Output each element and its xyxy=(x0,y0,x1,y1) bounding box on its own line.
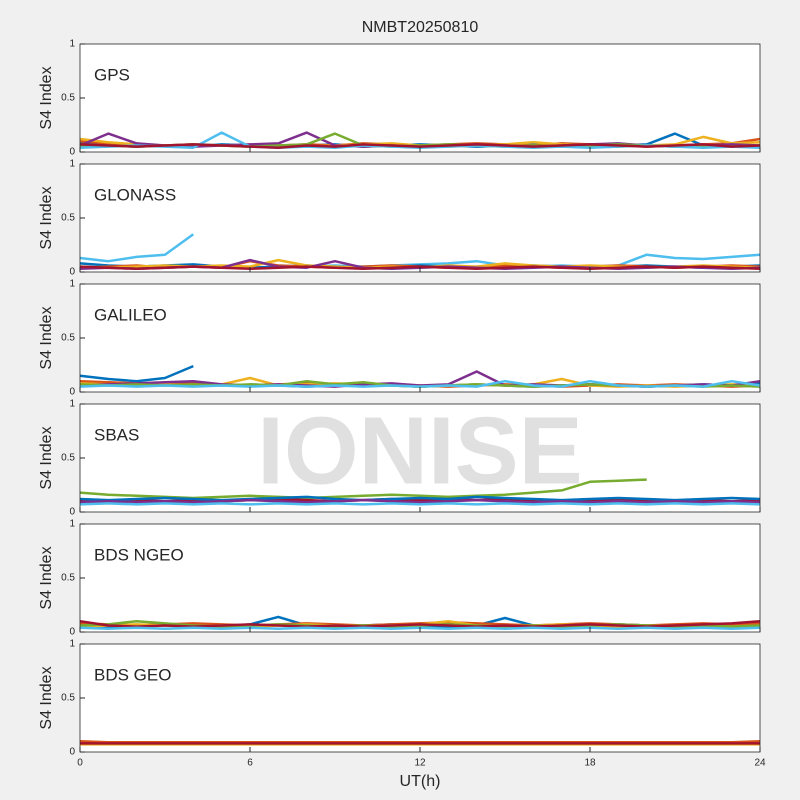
y-tick-label: 0 xyxy=(69,507,75,518)
y-tick-label: 1 xyxy=(69,159,75,170)
y-axis-label: S4 Index xyxy=(38,546,55,609)
y-tick-label: 0 xyxy=(69,267,75,278)
y-tick-label: 0 xyxy=(69,747,75,758)
axes-background xyxy=(80,644,760,752)
y-tick-label: 1 xyxy=(69,519,75,530)
y-axis-label: S4 Index xyxy=(38,306,55,369)
y-axis-label: S4 Index xyxy=(38,666,55,729)
panel-label: BDS NGEO xyxy=(94,545,184,564)
x-tick-label: 24 xyxy=(754,758,766,769)
axes-background xyxy=(80,44,760,152)
y-tick-label: 0 xyxy=(69,627,75,638)
series-line xyxy=(79,739,761,744)
x-tick-label: 18 xyxy=(584,758,596,769)
axes-background xyxy=(80,524,760,632)
x-tick-label: 6 xyxy=(247,758,253,769)
panel-label: SBAS xyxy=(94,425,139,444)
y-tick-label: 0.5 xyxy=(61,333,75,344)
y-axis-label: S4 Index xyxy=(38,66,55,129)
series-line xyxy=(79,498,761,504)
chart-title: NMBT20250810 xyxy=(362,19,479,36)
panel-label: GPS xyxy=(94,65,130,84)
axes-background xyxy=(80,284,760,392)
series-line xyxy=(79,143,761,149)
panel-label: GALILEO xyxy=(94,305,167,324)
panel-label: GLONASS xyxy=(94,185,176,204)
x-axis-label: UT(h) xyxy=(400,773,441,790)
series-line xyxy=(79,265,761,271)
series-line xyxy=(79,502,761,506)
x-tick-label: 0 xyxy=(77,758,83,769)
watermark: IONISE xyxy=(257,397,582,504)
y-tick-label: 0.5 xyxy=(61,573,75,584)
y-tick-label: 0.5 xyxy=(61,693,75,704)
y-tick-label: 0 xyxy=(69,387,75,398)
y-tick-label: 0.5 xyxy=(61,93,75,104)
y-tick-label: 0 xyxy=(69,147,75,158)
series-line xyxy=(79,495,761,502)
series-line xyxy=(79,379,761,388)
x-tick-label: 12 xyxy=(414,758,426,769)
y-axis-label: S4 Index xyxy=(38,426,55,489)
y-tick-label: 1 xyxy=(69,639,75,650)
y-tick-label: 1 xyxy=(69,399,75,410)
y-tick-label: 0.5 xyxy=(61,213,75,224)
y-axis-label: S4 Index xyxy=(38,186,55,249)
panel-label: BDS GEO xyxy=(94,665,171,684)
y-tick-label: 0.5 xyxy=(61,453,75,464)
y-tick-label: 1 xyxy=(69,279,75,290)
axes-background xyxy=(80,404,760,512)
y-tick-label: 1 xyxy=(69,39,75,50)
